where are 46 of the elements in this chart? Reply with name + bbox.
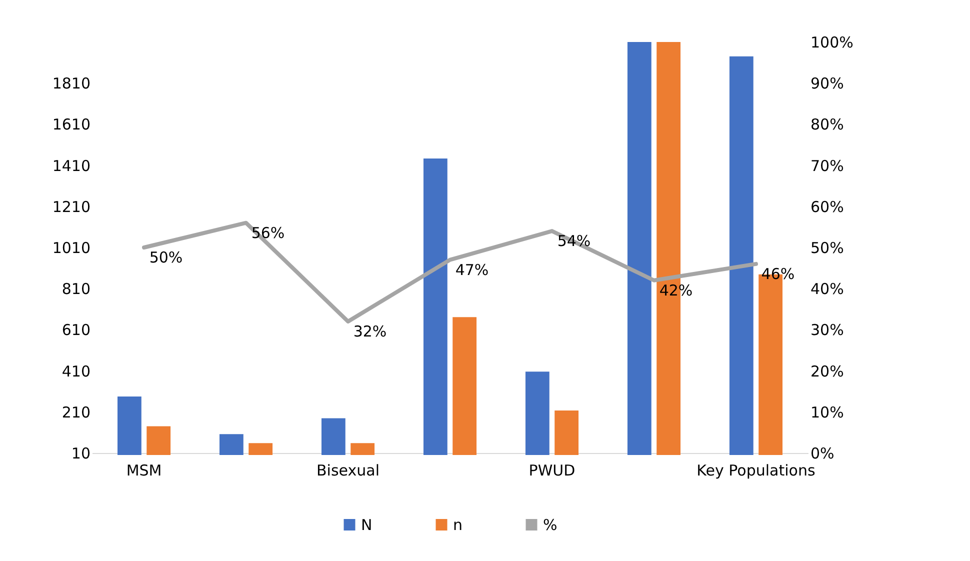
y-tick-label: 410 (62, 362, 90, 380)
bar (729, 56, 754, 456)
data-label: 50% (149, 248, 183, 266)
bar (219, 434, 244, 456)
data-label: 56% (251, 224, 285, 242)
data-label: 47% (455, 260, 489, 279)
x-tick-label: Bisexual (316, 462, 380, 480)
y-tick-label: 210 (62, 403, 90, 422)
bar (321, 418, 346, 456)
y2-tick-label: 40% (810, 280, 844, 298)
y2-tick-label: 70% (810, 156, 844, 175)
y-tick-label: 1210 (52, 198, 90, 216)
bar (146, 426, 171, 456)
y2-tick-label: 20% (810, 362, 844, 380)
y2-tick-label: 10% (810, 403, 844, 422)
legend-label: n (453, 516, 463, 534)
bar (554, 410, 579, 456)
data-label: 32% (353, 322, 387, 340)
x-tick-label: PWUD (528, 462, 576, 480)
bar (525, 372, 550, 456)
y-tick-label: 1810 (52, 74, 90, 93)
bar (350, 443, 375, 456)
bar (627, 42, 652, 456)
legend-label: N (361, 516, 372, 534)
legend-label: % (543, 516, 558, 534)
x-tick-label: Key Populations (696, 462, 816, 480)
y-tick-label: 610 (62, 321, 90, 340)
bar (118, 396, 142, 456)
bar (248, 443, 273, 456)
line-series (142, 220, 758, 324)
y-tick-label: 810 (62, 280, 90, 298)
y2-tick-label: 80% (810, 116, 844, 134)
y-tick-label: 1610 (52, 116, 90, 134)
y-tick-label: 1010 (52, 239, 90, 257)
y2-tick-label: 60% (810, 198, 844, 216)
y2-tick-label: 30% (810, 321, 844, 340)
y2-tick-label: 100% (810, 34, 854, 52)
y-tick-label: 10 (71, 444, 90, 462)
y2-tick-label: 90% (810, 74, 844, 93)
y2-tick-label: 0% (810, 444, 834, 462)
y-tick-label: 1410 (52, 156, 90, 175)
bar (452, 317, 477, 456)
y2-tick-label: 50% (810, 239, 844, 257)
data-label: 54% (557, 232, 591, 250)
x-tick-label: MSM (126, 462, 162, 480)
bar (423, 158, 448, 456)
